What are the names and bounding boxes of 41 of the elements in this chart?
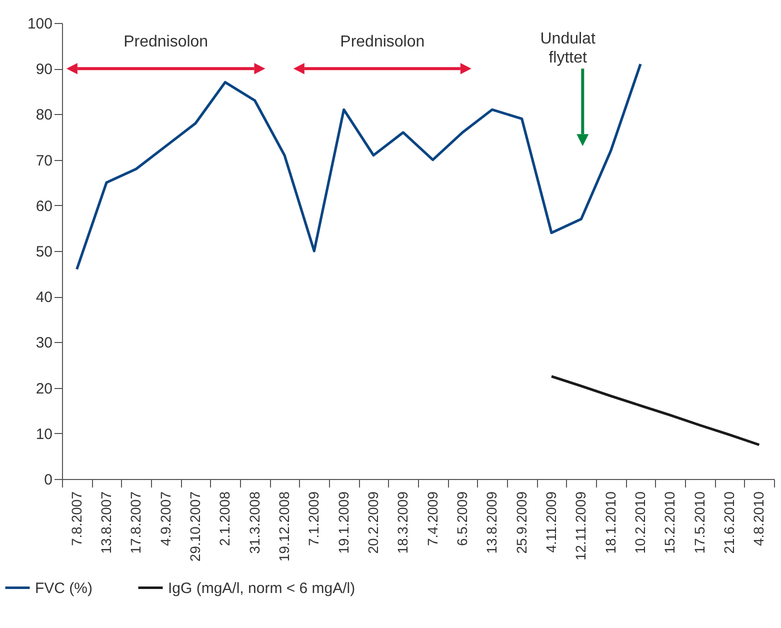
- x-tick-label: 7.8.2007: [68, 491, 84, 546]
- x-tick-label: 29.10.2007: [187, 491, 203, 562]
- y-tick-label: 100: [27, 16, 52, 32]
- x-tick-label: 13.8.2009: [484, 491, 500, 554]
- x-tick-label: 12.11.2009: [572, 491, 589, 561]
- annotation: Prednisolon: [124, 34, 208, 51]
- x-tick-label: 4.11.2009: [543, 491, 559, 553]
- y-tick-label: 30: [36, 334, 52, 352]
- y-tick-label: 40: [36, 289, 52, 306]
- x-tick-label: 13.8.2007: [98, 491, 114, 554]
- y-tick-label: 90: [36, 61, 52, 78]
- y-tick-label: 10: [36, 426, 52, 443]
- y-tick-label: 0: [44, 472, 52, 488]
- y-tick-label: 20: [36, 380, 52, 398]
- annotation: Undulat flyttet: [540, 30, 596, 67]
- x-tick-label: 25.9.2009: [513, 491, 530, 554]
- x-tick-label: 10.2.2010: [632, 491, 648, 554]
- y-tick-label: 70: [36, 152, 52, 170]
- x-tick-label: 19.12.2008: [276, 491, 292, 562]
- x-tick-label: 18.1.2010: [602, 491, 618, 554]
- x-tick-label: 4.9.2007: [157, 491, 174, 546]
- x-tick-label: 21.6.2010: [721, 491, 737, 554]
- x-tick-label: 18.3.2009: [394, 491, 411, 554]
- annotation: Prednisolon: [340, 34, 425, 51]
- y-tick-label: 60: [36, 198, 52, 215]
- x-tick-label: 2.1.2008: [216, 491, 233, 546]
- legend-label: FVC (%): [35, 580, 92, 597]
- x-tick-label: 7.4.2009: [424, 491, 440, 546]
- x-tick-label: 17.5.2010: [691, 491, 708, 554]
- x-tick-label: 6.5.2009: [454, 491, 470, 546]
- x-tick-label: 31.3.2008: [246, 491, 262, 554]
- x-tick-label: 4.8.2010: [750, 491, 767, 546]
- y-tick-label: 80: [36, 106, 52, 124]
- x-tick-label: 19.1.2009: [335, 491, 352, 554]
- x-tick-label: 17.8.2007: [128, 491, 144, 554]
- y-tick-label: 50: [36, 244, 52, 260]
- x-tick-label: 20.2.2009: [365, 491, 381, 554]
- line-series: [550, 375, 760, 446]
- x-tick-label: 7.1.2009: [306, 491, 322, 546]
- legend-label: IgG (mgA/l, norm < 6 mgA/l): [168, 580, 356, 597]
- x-tick-label: 15.2.2010: [662, 491, 678, 554]
